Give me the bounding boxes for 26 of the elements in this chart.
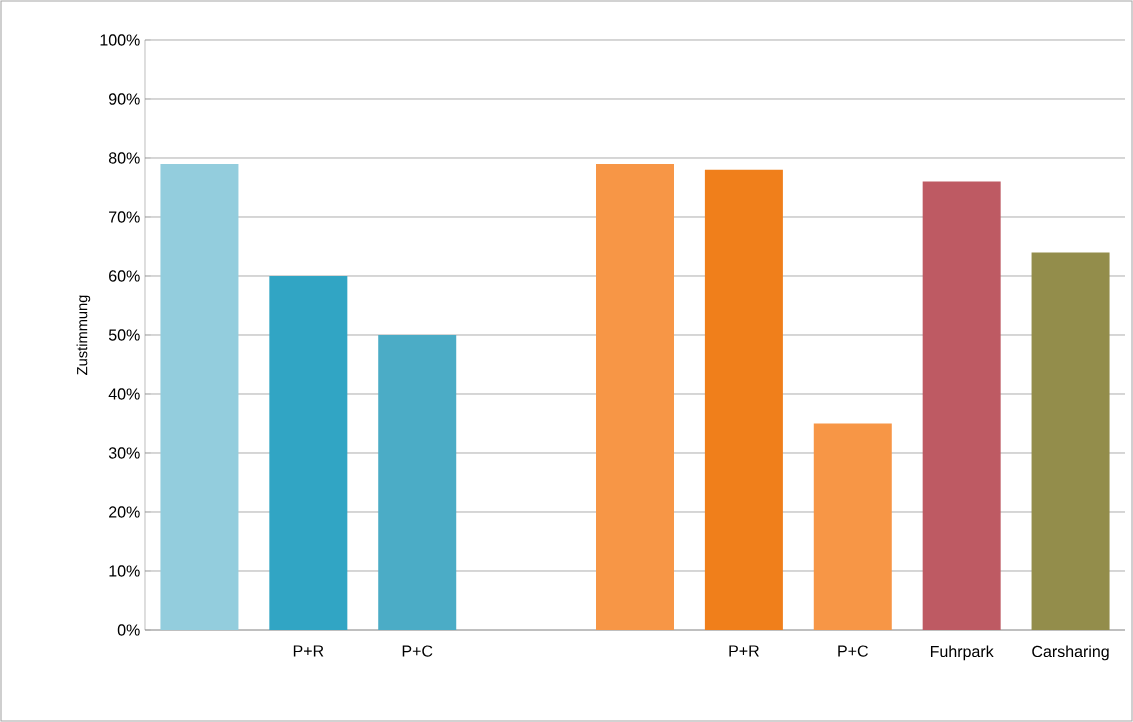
bar	[704, 169, 783, 630]
bar	[378, 335, 457, 630]
y-tick-label: 50%	[108, 329, 140, 341]
y-tick-label: 100%	[100, 34, 140, 46]
y-tick-label: 60%	[109, 270, 140, 282]
y-tick-label: 80%	[108, 152, 140, 164]
x-tick-label: P+R	[293, 645, 324, 657]
bar	[596, 163, 674, 630]
y-tick-label: 0%	[117, 624, 140, 636]
x-tick-label: P+C	[402, 645, 433, 657]
y-axis-title: Zustimmung	[76, 295, 91, 375]
y-tick-label: 20%	[109, 506, 140, 518]
x-tick-label: Carsharing	[1032, 645, 1109, 661]
x-tick-label: P+R	[729, 645, 759, 657]
bar	[813, 423, 892, 630]
y-tick-label: 10%	[109, 565, 140, 577]
x-tick-label: P+C	[838, 645, 868, 657]
y-tick-label: 30%	[108, 447, 140, 459]
y-tick-label: 70%	[109, 211, 140, 223]
bar	[1031, 252, 1110, 630]
x-tick-label: Fuhrpark	[930, 645, 994, 661]
y-tick-label: 40%	[108, 388, 140, 400]
bar	[160, 163, 239, 630]
bar	[922, 181, 1001, 630]
y-tick-label: 90%	[109, 93, 140, 105]
bar	[269, 276, 348, 630]
